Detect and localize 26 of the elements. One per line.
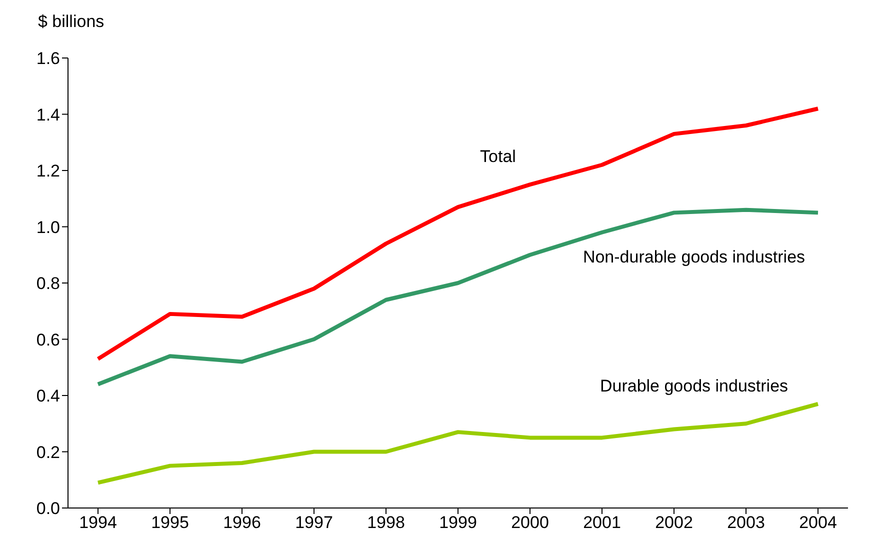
y-tick-label: 1.6 bbox=[36, 49, 60, 68]
x-tick-label: 1998 bbox=[367, 513, 405, 532]
x-tick-label: 1995 bbox=[151, 513, 189, 532]
line-series bbox=[96, 106, 820, 361]
line-series bbox=[96, 402, 820, 485]
x-tick-label: 1997 bbox=[295, 513, 333, 532]
y-tick-label: 1.0 bbox=[36, 218, 60, 237]
y-tick-label: 0.6 bbox=[36, 330, 60, 350]
y-tick-label: 0.8 bbox=[36, 274, 60, 294]
series-label: Durable goods industries bbox=[600, 376, 788, 396]
series-label: Non-durable goods industries bbox=[582, 248, 806, 267]
y-tick-label: 0.2 bbox=[36, 442, 60, 462]
y-tick-label: 1.4 bbox=[36, 105, 60, 124]
x-tick-label: 1999 bbox=[439, 513, 477, 532]
x-tick-label: 2001 bbox=[583, 513, 621, 532]
y-tick-label: 0.4 bbox=[36, 386, 60, 406]
y-tick-label: 1.2 bbox=[36, 162, 60, 181]
x-tick-label: 2000 bbox=[511, 513, 549, 532]
y-axis-title: $ billions bbox=[38, 12, 104, 32]
x-tick-label: 1996 bbox=[223, 513, 261, 532]
series-label: Total bbox=[480, 147, 516, 166]
x-tick-label: 2004 bbox=[799, 513, 837, 532]
x-tick-label: 2003 bbox=[727, 513, 765, 532]
y-tick-label: 0.0 bbox=[36, 499, 60, 518]
x-tick-label: 1994 bbox=[79, 513, 117, 532]
x-tick-label: 2002 bbox=[655, 513, 693, 532]
